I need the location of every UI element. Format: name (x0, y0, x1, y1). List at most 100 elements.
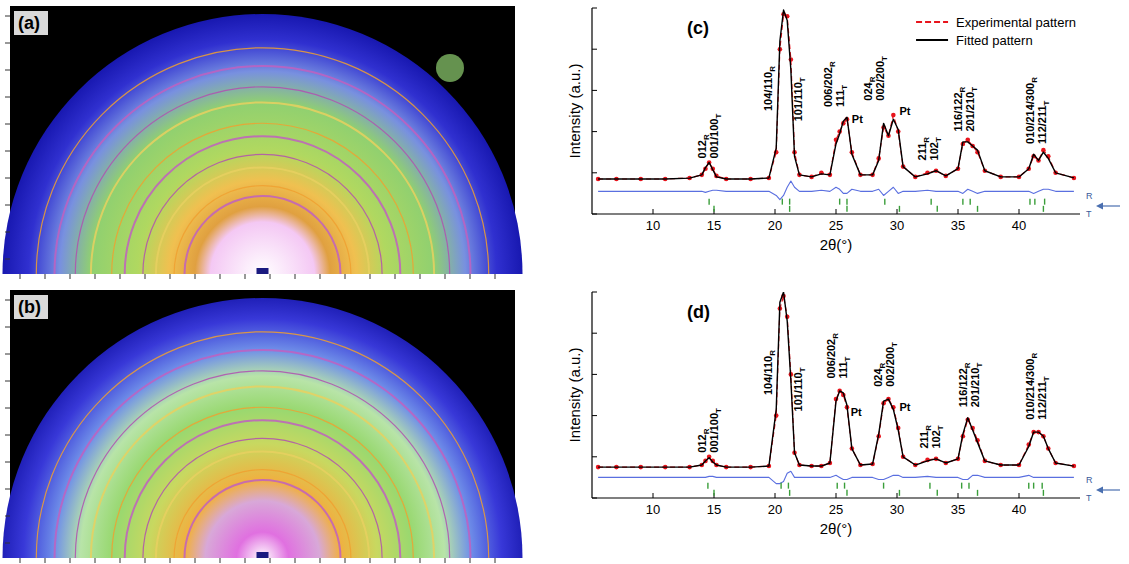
debye-ring (143, 154, 382, 274)
label-patch (14, 11, 48, 35)
peak-label-line: Pt (899, 105, 910, 117)
pattern-line (598, 181, 1074, 200)
frame-tick (320, 558, 321, 563)
peak-label-line: Pt (851, 406, 862, 418)
phase-subscript: T (1042, 100, 1051, 105)
hkl-text: 116/122 (952, 92, 964, 131)
phase-subscript: T (798, 77, 807, 82)
frame-tick (5, 543, 10, 544)
frame-tick (45, 274, 46, 279)
debye-ring (36, 48, 488, 274)
debye-ring (125, 136, 401, 274)
reflection-tick (930, 199, 931, 205)
hkl-text: 006/202 (822, 67, 834, 107)
reflection-tick (707, 483, 708, 489)
frame-tick (5, 16, 10, 17)
y-tick (592, 374, 597, 375)
phase-subscript: T (714, 114, 723, 119)
panel-label: (d) (687, 302, 710, 322)
x-tick (653, 209, 654, 214)
hkl-text: 002/200 (874, 61, 886, 101)
reflection-tick (789, 490, 790, 496)
peak-label: 104/110R (762, 66, 777, 111)
debye-ring (91, 102, 434, 274)
frame-tick (20, 274, 21, 279)
panel-label: (a) (18, 13, 40, 33)
x-tick-label: 35 (951, 502, 965, 517)
x-tick-label: 40 (1012, 502, 1026, 517)
peak-label: 211R102T (918, 425, 945, 449)
frame-tick (45, 558, 46, 563)
reflection-tick (789, 206, 790, 212)
peak-label: 012R001/100T (696, 408, 723, 453)
hkl-text: 104/110 (762, 72, 774, 111)
frame-tick (70, 558, 71, 563)
x-tick-label: 30 (890, 218, 904, 233)
x-tick (775, 493, 776, 498)
hkl-text: 201/210 (964, 92, 976, 132)
hkl-text: 201/210 (969, 368, 981, 408)
y-tick (592, 90, 597, 91)
spot (436, 54, 464, 82)
x-tick (1019, 493, 1020, 498)
frame-tick (220, 558, 221, 563)
peak-label-line: 201/210T (964, 87, 979, 132)
reflection-tick (899, 490, 900, 496)
y-tick (592, 49, 597, 50)
phase-subscript: R (924, 425, 933, 431)
hkl-text: 112/211 (1036, 381, 1048, 420)
frame-tick (470, 558, 471, 563)
frame-tick (245, 274, 246, 279)
reflection-tick (708, 199, 709, 205)
reflection-tick (844, 483, 845, 489)
frame-tick (5, 327, 10, 328)
peak-label: 101/110T (792, 77, 807, 121)
hkl-text: 012 (696, 434, 708, 452)
x-tick-label: 25 (829, 218, 843, 233)
x-tick-label: 15 (707, 502, 721, 517)
detector-area (3, 14, 523, 274)
phase-subscript: T (714, 408, 723, 413)
peak-label-line: Pt (852, 113, 863, 125)
reflection-tick (789, 199, 790, 205)
reflection-tick (713, 206, 714, 212)
phase-subscript: R (768, 66, 777, 72)
hkl-text: 010/214/300 (1024, 83, 1036, 144)
peak-label-line: 111T (837, 356, 852, 378)
frame-tick (345, 274, 346, 279)
frame-tick (5, 124, 10, 125)
frame-tick (170, 274, 171, 279)
y-axis (591, 292, 592, 498)
hkl-text: Pt (899, 401, 910, 413)
panel-label: (b) (18, 297, 41, 317)
hkl-text: 001/100 (708, 413, 720, 453)
frame-tick (295, 274, 296, 279)
peak-label-line: 101/110T (792, 367, 807, 411)
peak-label: 010/214/300R112/211T (1024, 77, 1051, 144)
y-axis-title: Intensity (a.u.) (566, 347, 583, 442)
peak-label-line: 112/211T (1036, 100, 1051, 144)
frame-tick (5, 408, 10, 409)
debye-ring (91, 386, 434, 558)
phase-subscript: T (936, 425, 945, 430)
peak-label-line: 112/211T (1036, 376, 1051, 420)
peak-label: 116/122R201/210T (952, 86, 979, 131)
peak-label: 010/214/300R112/211T (1024, 353, 1051, 420)
phase-label: R (1086, 475, 1093, 485)
beam-stop (257, 552, 269, 558)
phase-subscript: T (970, 87, 979, 92)
plot-area (596, 10, 1076, 212)
debye-ring (143, 438, 382, 558)
hkl-text: 024 (862, 81, 874, 100)
y-tick (592, 172, 597, 173)
pattern-line (598, 292, 1074, 467)
hkl-text: 111 (837, 361, 849, 378)
x-tick (897, 209, 898, 214)
frame-tick (120, 274, 121, 279)
debye-ring (55, 66, 471, 274)
hkl-text: Pt (899, 105, 910, 117)
y-axis-title: Intensity (a.u.) (566, 63, 583, 158)
y-axis (591, 8, 592, 214)
peak-label-line: 101/110T (792, 77, 807, 121)
reflection-tick (1043, 490, 1044, 496)
